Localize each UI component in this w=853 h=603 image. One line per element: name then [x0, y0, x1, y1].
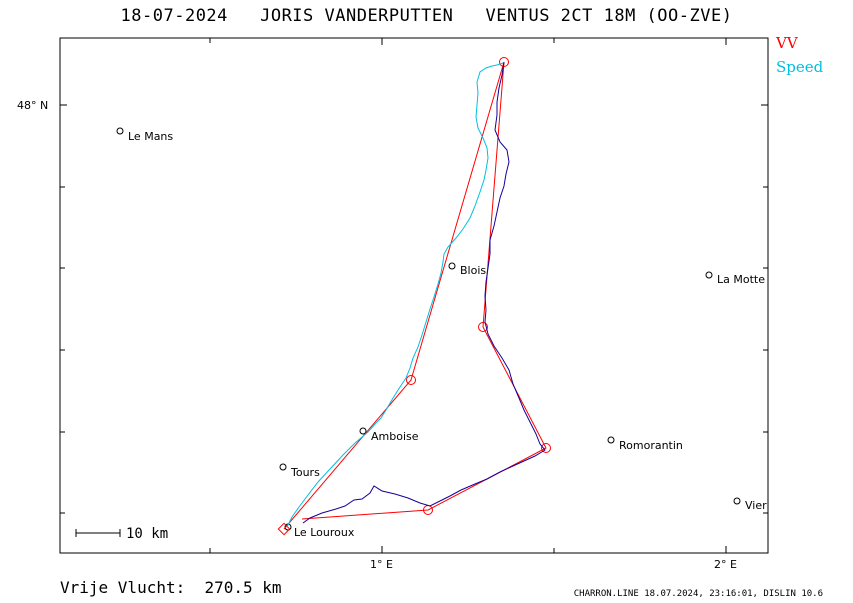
scale-bar: 10 km [75, 526, 168, 542]
place-le-louroux: Le Louroux [284, 523, 355, 539]
distance-label: Vrije Vlucht: 270.5 km [60, 578, 282, 597]
place-label: Romorantin [619, 439, 683, 452]
credit-label: CHARRON.LINE 18.07.2024, 23:16:01, DISLI… [573, 589, 823, 599]
vv-track [302, 61, 546, 524]
scale-label: 10 km [126, 526, 168, 542]
task-line [283, 61, 547, 530]
turnpoint-circle [478, 322, 488, 332]
place-vier: Vier [733, 497, 767, 512]
place-label: Blois [460, 264, 486, 277]
place-marker [607, 436, 615, 444]
start-marker [277, 522, 291, 536]
turnpoints [277, 57, 551, 536]
legend-speed: Speed [776, 58, 824, 76]
place-label: Le Louroux [294, 526, 355, 539]
lon-label-1: 1° E [370, 558, 393, 571]
lat-label: 48° N [17, 99, 48, 112]
place-blois: Blois [448, 262, 486, 277]
place-tours: Tours [279, 463, 320, 479]
speed-track [286, 62, 504, 528]
place-marker [359, 427, 367, 435]
place-marker [279, 463, 287, 471]
place-label: Amboise [371, 430, 419, 443]
place-amboise: Amboise [359, 427, 419, 443]
place-label: Le Mans [128, 130, 173, 143]
place-marker [448, 262, 456, 270]
map-frame [59, 37, 769, 554]
lon-label-2: 2° E [714, 558, 737, 571]
place-label: La Motte [717, 273, 765, 286]
place-le-mans: Le Mans [116, 127, 173, 143]
turnpoint-circle [541, 443, 551, 453]
place-label: Vier [745, 499, 767, 512]
place-marker [733, 497, 741, 505]
turnpoint-circle [499, 57, 509, 67]
place-marker [705, 271, 713, 279]
place-romorantin: Romorantin [607, 436, 683, 452]
legend-vv: VV [776, 34, 798, 52]
place-la-motte: La Motte [705, 271, 765, 286]
lat-ticks [60, 104, 768, 514]
flight-title: 18-07-2024 JORIS VANDERPUTTEN VENTUS 2CT… [120, 6, 733, 26]
lon-ticks [209, 38, 727, 553]
place-marker [116, 127, 124, 135]
turnpoint-circle [406, 375, 416, 385]
place-label: Tours [290, 466, 320, 479]
